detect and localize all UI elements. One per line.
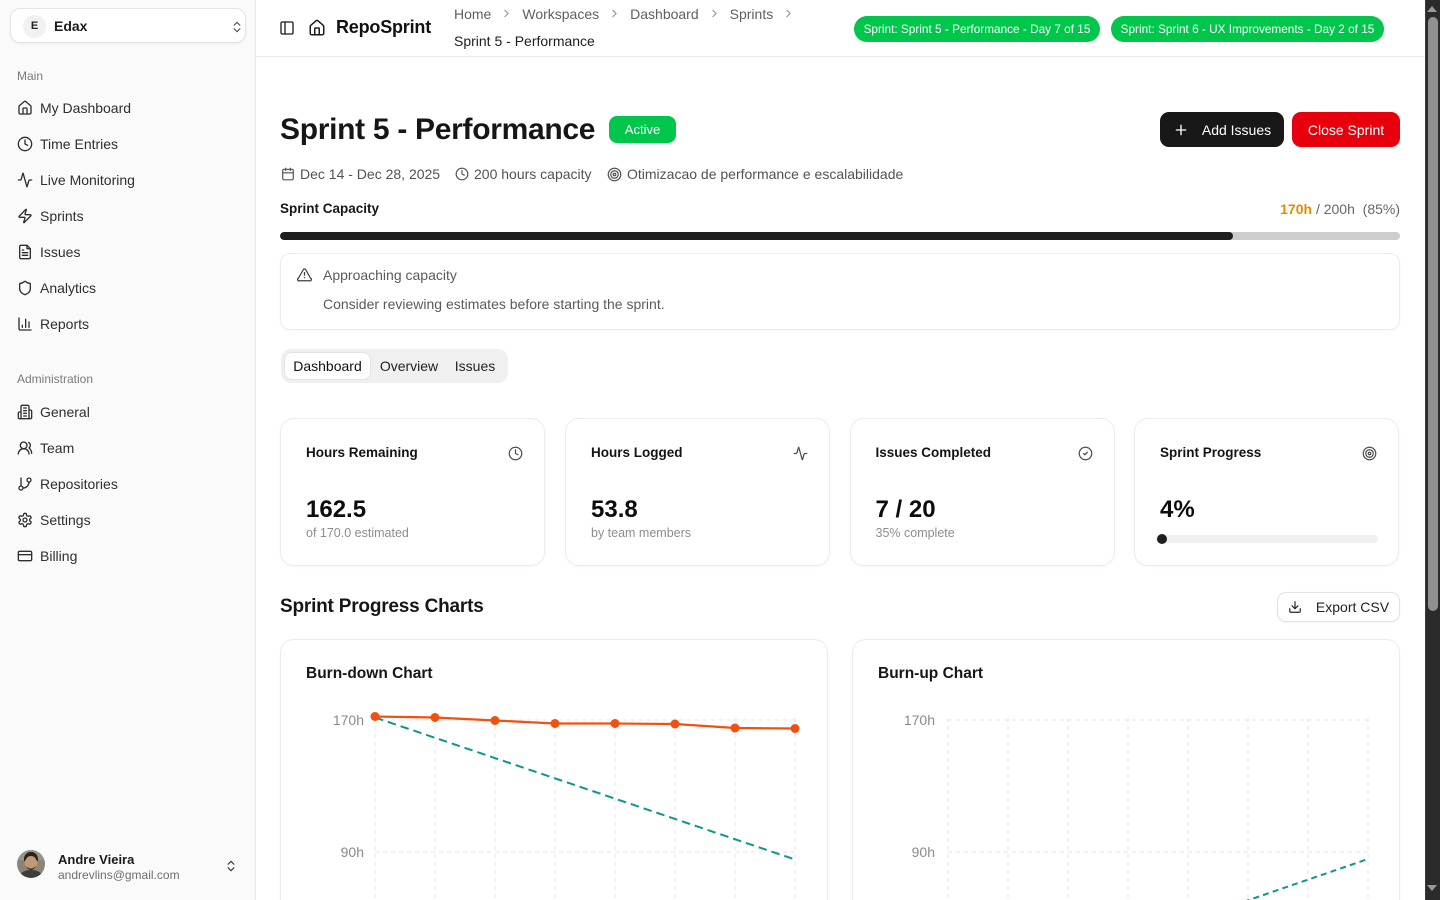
svg-text:90h: 90h: [341, 844, 364, 860]
svg-text:90h: 90h: [912, 844, 935, 860]
svg-text:170h: 170h: [333, 712, 364, 728]
svg-text:170h: 170h: [904, 712, 935, 728]
